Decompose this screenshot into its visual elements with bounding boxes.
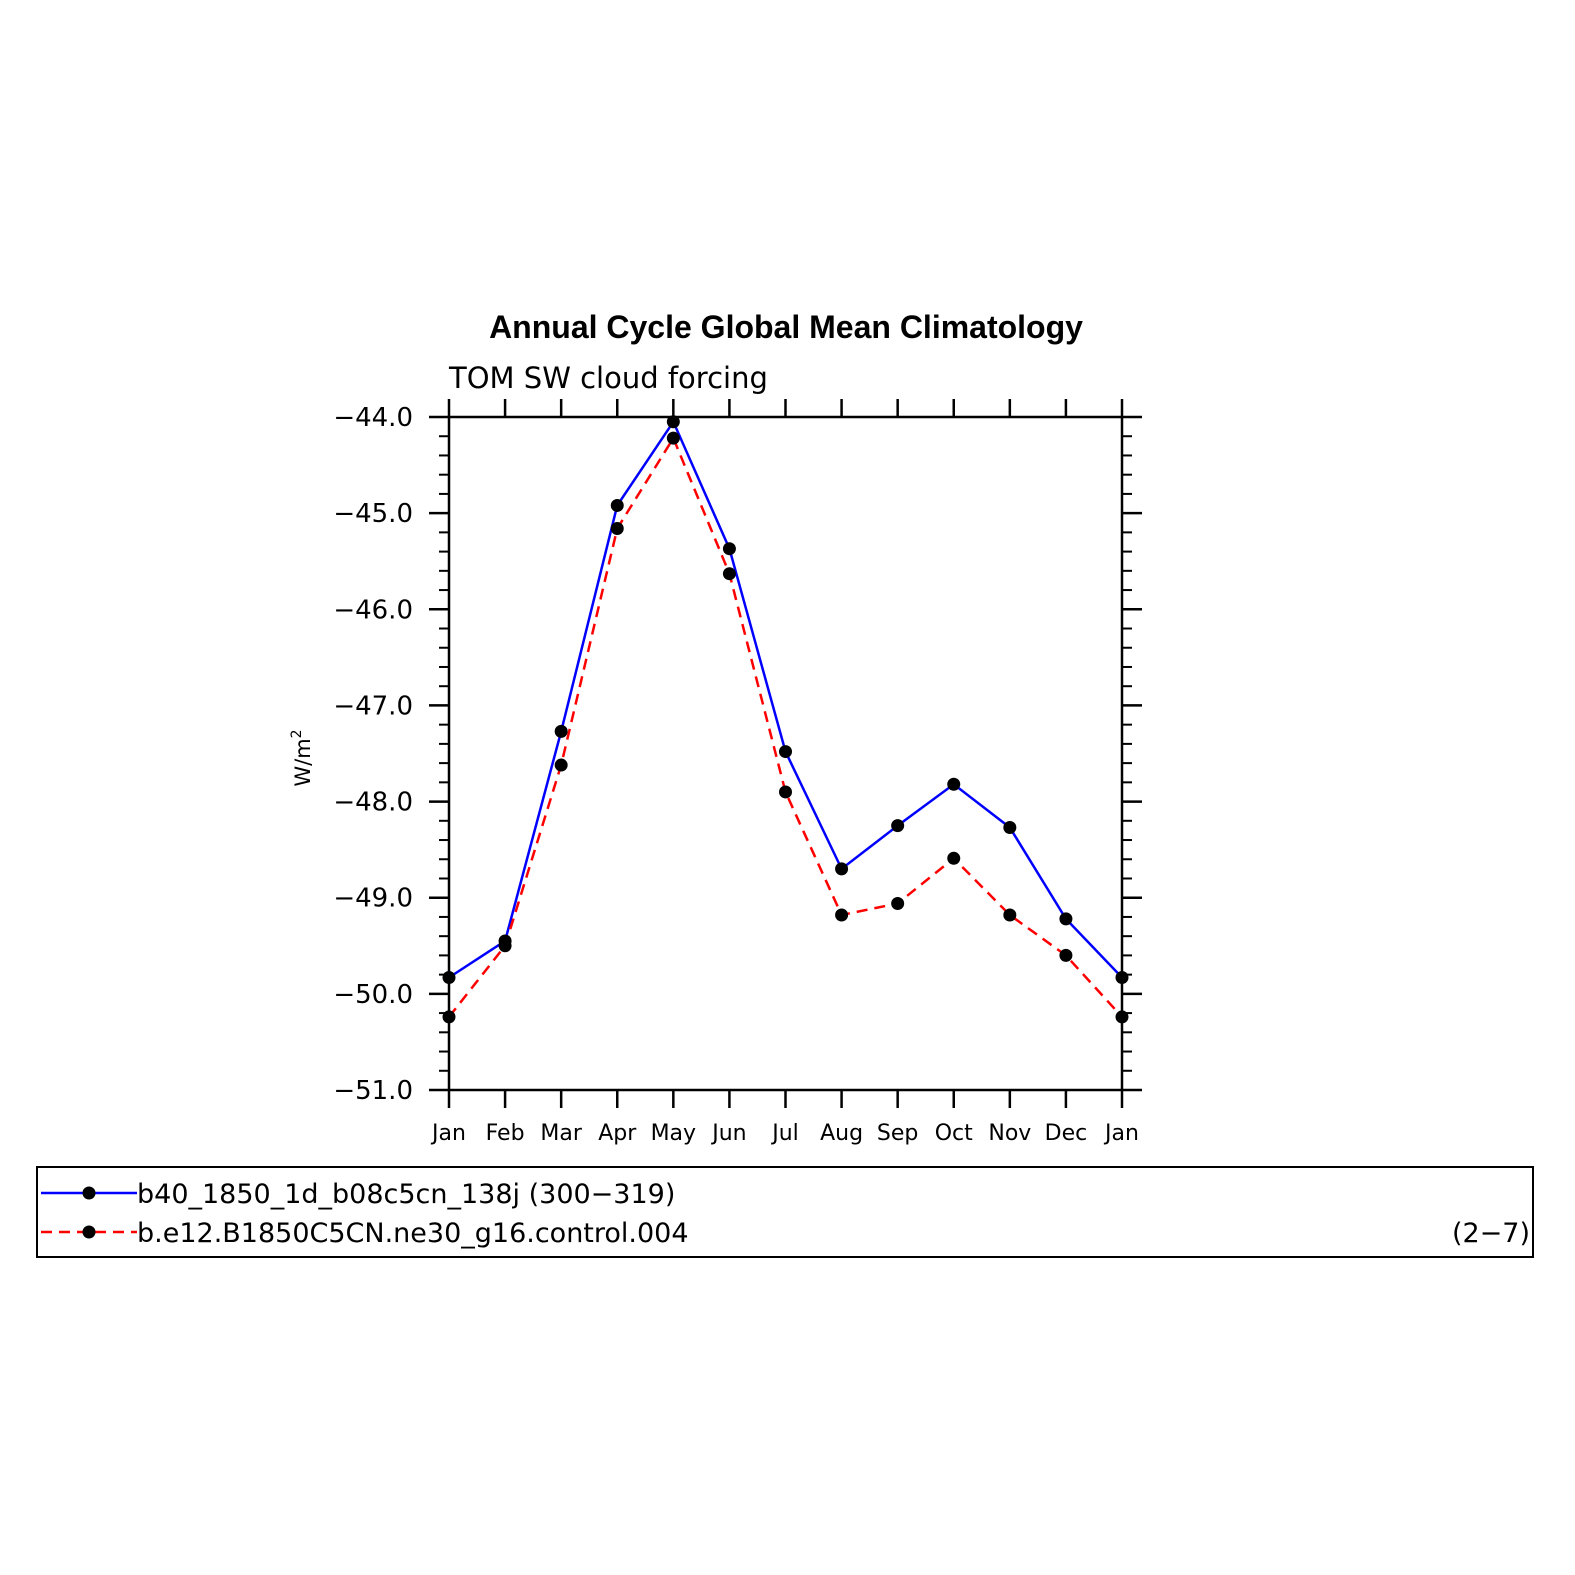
y-tick-label: −47.0 (333, 691, 413, 721)
y-axis-label-unit: W/m (291, 738, 315, 786)
series-2-point (891, 896, 905, 910)
y-tick-label: −51.0 (333, 1076, 413, 1106)
series-1-point (1003, 821, 1017, 835)
x-tick-label: Jan (1103, 1121, 1139, 1146)
series-1-point (1115, 971, 1129, 985)
y-tick-label: −44.0 (333, 403, 413, 433)
series-2-point (610, 522, 624, 536)
series-1-point (666, 415, 680, 429)
x-axis-tick-labels: Jan Feb Mar Apr May Jun Jul Aug Sep Oct Nov Dec Jan (430, 1121, 1139, 1146)
series-2-point (1115, 1010, 1129, 1024)
legend-box (36, 1166, 1534, 1258)
y-axis-label: W/m2 (289, 729, 315, 786)
legend-swatch-marker-2 (82, 1225, 96, 1239)
y-tick-label: −49.0 (333, 884, 413, 914)
series-2-point (498, 939, 512, 953)
y-tick-label: −50.0 (333, 980, 413, 1010)
y-tick-label: −48.0 (333, 788, 413, 818)
legend: b40_1850_1d_b08c5cn_138j (300−319) b.e12.… (41, 1179, 689, 1249)
series-2-point (779, 785, 792, 799)
x-tick-label: Dec (1045, 1121, 1088, 1146)
series-1-point (947, 777, 961, 791)
series-2-point (554, 758, 568, 772)
x-tick-label: Nov (988, 1121, 1031, 1146)
x-tick-label: Oct (935, 1121, 973, 1146)
x-tick-label: Jun (710, 1121, 746, 1146)
series-2-point (835, 908, 849, 922)
series-layer (442, 415, 1129, 1024)
series-1-point (722, 542, 736, 556)
y-tick-label: −45.0 (333, 499, 413, 529)
series-1-point (779, 745, 792, 759)
legend-label-1: b40_1850_1d_b08c5cn_138j (300−319) (137, 1179, 675, 1210)
series-2-point (442, 1010, 456, 1024)
legend-note: (2−7) (1452, 1218, 1530, 1249)
series-2-point (666, 431, 680, 445)
x-tick-label: May (651, 1121, 696, 1146)
series-1-point (442, 971, 456, 985)
series-1-point (835, 862, 849, 876)
series-2-point (1059, 948, 1073, 962)
x-tick-label: Sep (877, 1121, 918, 1146)
y-axis-tick-labels: −44.0 −45.0 −46.0 −47.0 −48.0 −49.0 −50.0 −51.0 (333, 403, 413, 1106)
x-tick-label: Mar (540, 1121, 582, 1146)
series-1-point (1059, 912, 1073, 926)
chart-title: Annual Cycle Global Mean Climatology (489, 309, 1083, 345)
series-line-2 (448, 435, 1123, 1018)
plot-frame (447, 415, 1124, 1092)
series-1-point (610, 498, 624, 512)
legend-label-2: b.e12.B1850C5CN.ne30_g16.control.004 (137, 1218, 689, 1249)
x-tick-label: Jan (430, 1121, 466, 1146)
x-tick-label: Jul (770, 1121, 799, 1146)
y-tick-label: −46.0 (333, 595, 413, 625)
series-1-point (891, 819, 905, 833)
x-tick-label: Aug (820, 1121, 863, 1146)
x-tick-label: Feb (486, 1121, 525, 1146)
legend-swatch-marker-1 (82, 1186, 96, 1200)
series-1-point (554, 724, 568, 738)
series-line-1 (448, 419, 1123, 979)
chart-subtitle: TOM SW cloud forcing (448, 361, 768, 395)
y-axis-label-superscript: 2 (289, 729, 305, 738)
x-tick-label: Apr (598, 1121, 637, 1146)
series-2-point (1003, 908, 1017, 922)
series-2-point (722, 567, 736, 581)
series-2-point (947, 851, 961, 865)
